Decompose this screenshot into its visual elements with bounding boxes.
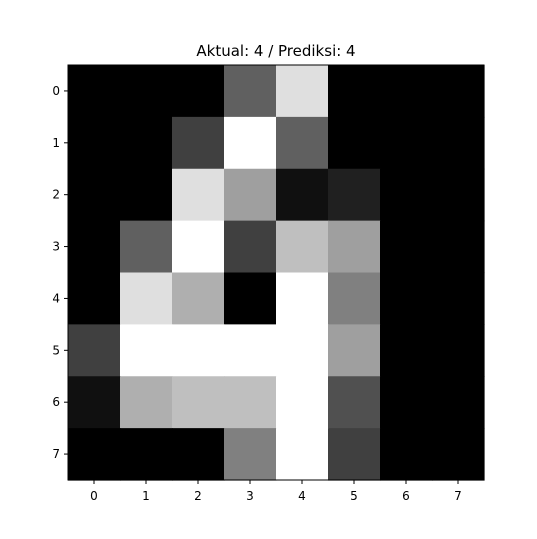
heatmap-cell-r6-c5	[328, 376, 381, 429]
heatmap-cell-r0-c5	[328, 65, 381, 118]
heatmap-cell-r0-c6	[380, 65, 433, 118]
heatmap-cell-r5-c4	[276, 324, 329, 377]
x-tick-label: 4	[298, 489, 306, 503]
heatmap-cell-r3-c0	[68, 220, 121, 274]
heatmap-cell-r5-c5	[328, 324, 381, 377]
heatmap-cell-r1-c5	[328, 116, 381, 170]
heatmap-cell-r3-c2	[172, 220, 225, 274]
heatmap-cell-r6-c2	[172, 376, 225, 429]
heatmap-cell-r7-c2	[172, 428, 225, 481]
heatmap-cell-r1-c4	[276, 116, 329, 170]
heatmap-cell-r2-c1	[120, 168, 173, 222]
heatmap-cell-r1-c1	[120, 116, 173, 170]
heatmap-cell-r2-c0	[68, 168, 121, 222]
heatmap-cell-r4-c2	[172, 272, 225, 325]
heatmap-cell-r2-c4	[276, 168, 329, 222]
heatmap-cell-r7-c6	[380, 428, 433, 481]
y-tick-label: 2	[52, 188, 60, 202]
heatmap-cell-r2-c7	[432, 168, 485, 222]
heatmap-cell-r1-c3	[224, 116, 277, 170]
x-tick-label: 6	[402, 489, 410, 503]
heatmap-cells	[68, 65, 485, 481]
heatmap-cell-r4-c6	[380, 272, 433, 325]
heatmap-cell-r7-c3	[224, 428, 277, 481]
heatmap-cell-r3-c6	[380, 220, 433, 274]
x-tick-label: 2	[194, 489, 202, 503]
y-tick-label: 0	[52, 84, 60, 98]
heatmap-cell-r2-c3	[224, 168, 277, 222]
heatmap-cell-r3-c4	[276, 220, 329, 274]
heatmap-cell-r6-c1	[120, 376, 173, 429]
heatmap-cell-r2-c6	[380, 168, 433, 222]
heatmap-cell-r7-c4	[276, 428, 329, 481]
heatmap-cell-r4-c3	[224, 272, 277, 325]
heatmap-cell-r4-c1	[120, 272, 173, 325]
heatmap-cell-r7-c1	[120, 428, 173, 481]
heatmap-cell-r0-c0	[68, 65, 121, 118]
y-tick-label: 3	[52, 240, 60, 254]
heatmap-cell-r5-c2	[172, 324, 225, 377]
heatmap-cell-r7-c0	[68, 428, 121, 481]
heatmap-cell-r3-c7	[432, 220, 485, 274]
heatmap-cell-r4-c5	[328, 272, 381, 325]
heatmap-cell-r1-c0	[68, 116, 121, 170]
heatmap-cell-r6-c3	[224, 376, 277, 429]
heatmap-cell-r4-c4	[276, 272, 329, 325]
y-tick-label: 1	[52, 136, 60, 150]
heatmap-cell-r6-c7	[432, 376, 485, 429]
x-tick-label: 5	[350, 489, 358, 503]
heatmap-cell-r0-c4	[276, 65, 329, 118]
heatmap-cell-r1-c6	[380, 116, 433, 170]
heatmap-cell-r0-c1	[120, 65, 173, 118]
y-tick-label: 4	[52, 291, 60, 305]
heatmap-cell-r2-c5	[328, 168, 381, 222]
heatmap-cell-r1-c2	[172, 116, 225, 170]
y-tick-label: 7	[52, 447, 60, 461]
heatmap-cell-r2-c2	[172, 168, 225, 222]
x-tick-label: 3	[246, 489, 254, 503]
heatmap-cell-r0-c3	[224, 65, 277, 118]
x-tick-label: 7	[454, 489, 462, 503]
heatmap-cell-r7-c5	[328, 428, 381, 481]
heatmap-cell-r5-c1	[120, 324, 173, 377]
y-tick-label: 5	[52, 343, 60, 357]
heatmap-cell-r7-c7	[432, 428, 485, 481]
heatmap-cell-r3-c1	[120, 220, 173, 274]
heatmap-cell-r6-c0	[68, 376, 121, 429]
axis-ticks: 0 1 2 3 4 5 6 7 0 1 2 3 4 5 6 7	[52, 84, 461, 503]
heatmap-cell-r3-c3	[224, 220, 277, 274]
plot-frame	[67, 64, 485, 481]
y-tick-label: 6	[52, 395, 60, 409]
heatmap-cell-r5-c0	[68, 324, 121, 377]
heatmap-cell-r0-c2	[172, 65, 225, 118]
heatmap-cell-r3-c5	[328, 220, 381, 274]
heatmap-cell-r5-c6	[380, 324, 433, 377]
heatmap-cell-r0-c7	[432, 65, 485, 118]
heatmap-cell-r5-c7	[432, 324, 485, 377]
heatmap-cell-r4-c0	[68, 272, 121, 325]
heatmap-cell-r1-c7	[432, 116, 485, 170]
heatmap-cell-r4-c7	[432, 272, 485, 325]
heatmap-cell-r6-c6	[380, 376, 433, 429]
chart-title: Aktual: 4 / Prediksi: 4	[196, 42, 355, 60]
x-tick-label: 1	[142, 489, 150, 503]
heatmap-cell-r5-c3	[224, 324, 277, 377]
x-tick-label: 0	[90, 489, 98, 503]
heatmap-cell-r6-c4	[276, 376, 329, 429]
